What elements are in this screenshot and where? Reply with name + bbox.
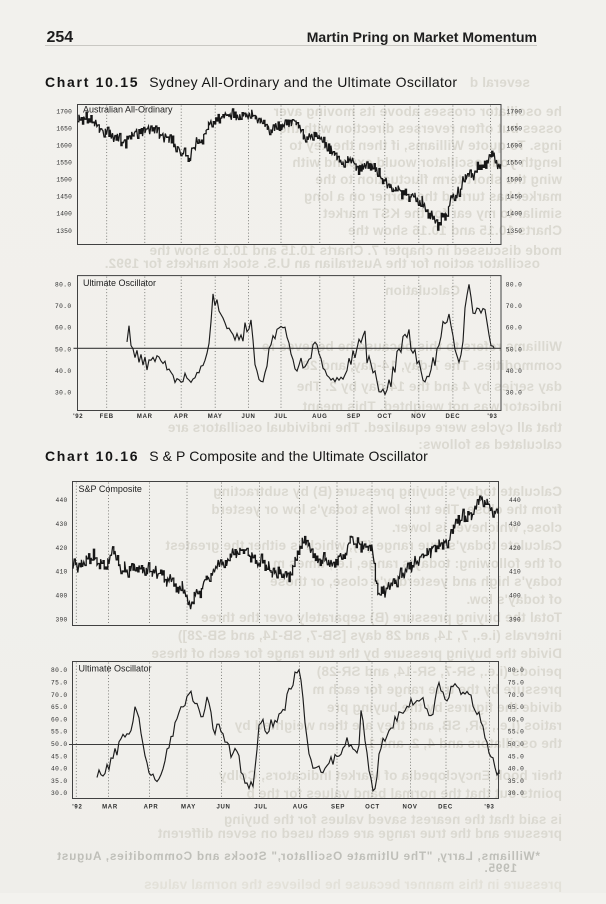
svg-text:JUN: JUN <box>241 414 255 420</box>
svg-text:NOV: NOV <box>411 414 426 420</box>
svg-text:1700: 1700 <box>56 108 72 115</box>
svg-text:1500: 1500 <box>56 177 72 184</box>
svg-text:MAR: MAR <box>137 414 153 420</box>
svg-text:1350: 1350 <box>56 228 72 235</box>
svg-text:80.0: 80.0 <box>51 667 67 674</box>
svg-text:70.0: 70.0 <box>508 692 524 699</box>
svg-text:1350: 1350 <box>507 228 523 235</box>
svg-text:AUG: AUG <box>293 805 308 811</box>
svg-text:430: 430 <box>55 521 67 528</box>
svg-text:55.0: 55.0 <box>508 729 524 736</box>
svg-text:50.0: 50.0 <box>508 741 524 748</box>
svg-text:390: 390 <box>55 616 67 623</box>
svg-text:30.0: 30.0 <box>51 790 67 797</box>
svg-text:SEP: SEP <box>347 414 361 420</box>
svg-text:SEP: SEP <box>331 805 345 811</box>
svg-text:'93: '93 <box>484 805 494 811</box>
svg-text:1500: 1500 <box>507 177 523 184</box>
svg-text:1550: 1550 <box>56 160 72 167</box>
svg-text:65.0: 65.0 <box>508 704 524 711</box>
svg-text:430: 430 <box>509 521 521 528</box>
svg-text:80.0: 80.0 <box>508 667 524 674</box>
svg-text:410: 410 <box>509 569 521 576</box>
svg-text:440: 440 <box>509 497 521 504</box>
svg-text:1400: 1400 <box>56 211 72 218</box>
svg-text:80.0: 80.0 <box>55 281 71 288</box>
svg-text:Australian All-Ordinary: Australian All-Ordinary <box>83 105 173 115</box>
svg-text:DEC: DEC <box>446 414 461 420</box>
svg-text:DEC: DEC <box>438 805 453 811</box>
svg-text:JUN: JUN <box>216 805 230 811</box>
svg-text:75.0: 75.0 <box>508 680 524 687</box>
svg-text:JUL: JUL <box>274 414 287 420</box>
svg-text:APR: APR <box>144 805 159 811</box>
svg-text:30.0: 30.0 <box>506 390 522 397</box>
svg-text:'92: '92 <box>72 805 82 811</box>
svg-text:70.0: 70.0 <box>51 692 67 699</box>
svg-text:400: 400 <box>55 593 67 600</box>
svg-text:OCT: OCT <box>377 414 392 420</box>
svg-text:70.0: 70.0 <box>506 303 522 310</box>
svg-text:1600: 1600 <box>56 142 72 149</box>
svg-text:NOV: NOV <box>402 805 417 811</box>
svg-text:420: 420 <box>509 545 521 552</box>
svg-text:45.0: 45.0 <box>508 753 524 760</box>
svg-text:JUL: JUL <box>254 805 267 811</box>
svg-text:1450: 1450 <box>56 194 72 201</box>
svg-text:1550: 1550 <box>507 160 523 167</box>
svg-text:390: 390 <box>509 616 521 623</box>
svg-text:50.0: 50.0 <box>55 346 71 353</box>
svg-text:Ultimate Oscillator: Ultimate Oscillator <box>79 664 152 674</box>
svg-text:S&P Composite: S&P Composite <box>79 484 142 494</box>
svg-text:'92: '92 <box>73 414 83 420</box>
svg-text:50.0: 50.0 <box>506 346 522 353</box>
svg-text:55.0: 55.0 <box>51 729 67 736</box>
svg-text:APR: APR <box>174 414 189 420</box>
svg-text:30.0: 30.0 <box>508 790 524 797</box>
svg-text:60.0: 60.0 <box>508 716 524 723</box>
svg-text:1650: 1650 <box>507 125 523 132</box>
svg-text:440: 440 <box>55 497 67 504</box>
svg-text:80.0: 80.0 <box>506 281 522 288</box>
svg-text:60.0: 60.0 <box>51 716 67 723</box>
svg-text:35.0: 35.0 <box>508 778 524 785</box>
svg-text:AUG: AUG <box>312 414 327 420</box>
svg-text:30.0: 30.0 <box>55 390 71 397</box>
svg-text:60.0: 60.0 <box>506 325 522 332</box>
svg-text:1450: 1450 <box>507 194 523 201</box>
svg-text:1650: 1650 <box>56 125 72 132</box>
svg-text:400: 400 <box>509 593 521 600</box>
svg-text:70.0: 70.0 <box>55 303 71 310</box>
svg-text:420: 420 <box>55 545 67 552</box>
svg-text:45.0: 45.0 <box>51 753 67 760</box>
svg-text:MAY: MAY <box>208 414 223 420</box>
svg-text:40.0: 40.0 <box>508 766 524 773</box>
svg-text:40.0: 40.0 <box>506 368 522 375</box>
svg-text:60.0: 60.0 <box>55 325 71 332</box>
svg-text:410: 410 <box>55 569 67 576</box>
svg-text:75.0: 75.0 <box>51 680 67 687</box>
svg-text:1400: 1400 <box>507 211 523 218</box>
svg-text:35.0: 35.0 <box>51 778 67 785</box>
svg-text:1700: 1700 <box>507 108 523 115</box>
svg-text:40.0: 40.0 <box>51 766 67 773</box>
svg-text:FEB: FEB <box>100 414 114 420</box>
svg-text:50.0: 50.0 <box>51 741 67 748</box>
svg-text:MAY: MAY <box>181 805 196 811</box>
svg-text:OCT: OCT <box>365 805 380 811</box>
svg-text:'93: '93 <box>487 414 497 420</box>
svg-text:40.0: 40.0 <box>55 368 71 375</box>
svg-text:1600: 1600 <box>507 142 523 149</box>
svg-text:Ultimate Oscillator: Ultimate Oscillator <box>83 278 156 288</box>
svg-text:MAR: MAR <box>102 805 118 811</box>
svg-text:65.0: 65.0 <box>51 704 67 711</box>
